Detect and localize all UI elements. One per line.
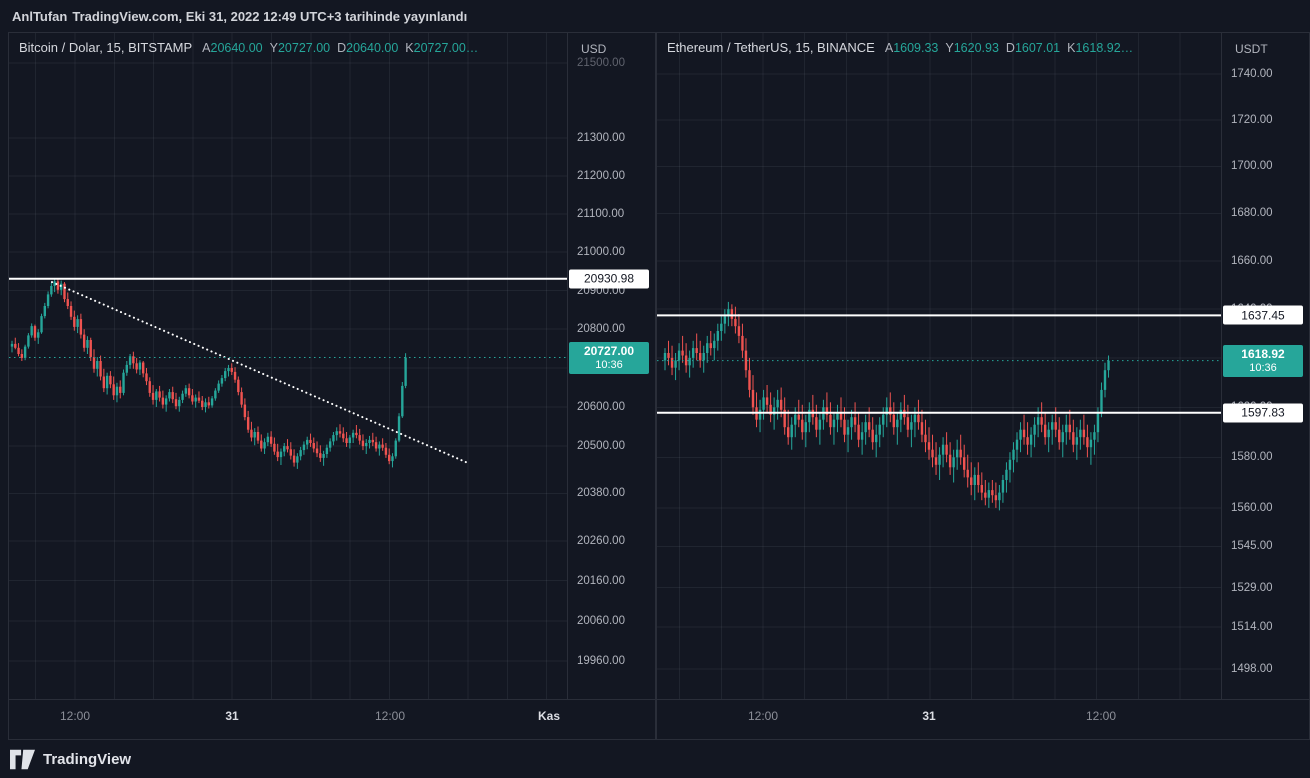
- symbol-title[interactable]: Bitcoin / Dolar, 15, BITSTAMP: [19, 40, 193, 55]
- last-price-badge: 1618.92 10:36: [1223, 344, 1303, 377]
- price-tick-label: 21300.00: [577, 132, 625, 144]
- last-price-badge: 20727.00 10:36: [569, 341, 649, 374]
- btc-candlestick-plot[interactable]: [9, 33, 567, 699]
- price-tick-label: 1700.00: [1231, 160, 1273, 173]
- eth-usdt-chart-panel: 1740.001720.001700.001680.001660.001640.…: [656, 32, 1310, 740]
- brand-text[interactable]: TradingView: [43, 750, 132, 768]
- close-label: K: [1067, 41, 1076, 55]
- bar-countdown: 10:36: [595, 358, 623, 371]
- price-tick-label: 1720.00: [1231, 113, 1273, 126]
- open-label: A: [884, 41, 894, 55]
- btc-time-axis[interactable]: 12:00 31 12:00 Kas: [9, 699, 655, 739]
- price-tick-label: 20800.00: [577, 323, 625, 336]
- hline-price-badge: 1637.45: [1223, 305, 1303, 325]
- open-value: 1609.33: [893, 41, 939, 55]
- price-tick-label: 1545.00: [1231, 540, 1273, 553]
- high-value: 20727.00: [277, 41, 331, 55]
- candles: [10, 278, 407, 469]
- price-tick-label: 20600.00: [577, 401, 625, 413]
- low-value: 20640.00: [346, 41, 399, 55]
- grid: [657, 33, 1221, 699]
- price-tick-label: 21100.00: [577, 207, 625, 220]
- ohlc-values: A1609.33 Y1620.93 D1607.01 K1618.92…: [885, 40, 1133, 55]
- last-price-value: 1618.92: [1241, 346, 1285, 361]
- price-tick-label: 20060.00: [577, 614, 625, 627]
- price-tick-label: 1740.00: [1231, 68, 1273, 80]
- price-tick-label: 1660.00: [1231, 255, 1273, 267]
- price-tick-label: 1680.00: [1231, 207, 1273, 220]
- author-name: AnlTufan: [12, 8, 68, 24]
- low-label: D: [1005, 41, 1015, 55]
- tradingview-logo[interactable]: [10, 749, 35, 770]
- axis-currency-label: USDT: [1235, 42, 1268, 56]
- low-value: 1607.01: [1014, 41, 1061, 55]
- open-label: A: [202, 41, 211, 55]
- price-tick-label: 1498.00: [1231, 663, 1273, 675]
- publish-banner: AnlTufan TradingView.com, Eki 31, 2022 1…: [0, 0, 1310, 32]
- publish-info: TradingView.com, Eki 31, 2022 12:49 UTC+…: [72, 8, 468, 24]
- time-tick-label: 12:00: [374, 709, 406, 723]
- symbol-title[interactable]: Ethereum / TetherUS, 15, BINANCE: [667, 40, 875, 55]
- time-tick-label: 12:00: [59, 709, 91, 723]
- price-tick-label: 20500.00: [577, 440, 625, 453]
- time-tick-label: Kas: [537, 709, 561, 723]
- btc-usd-chart-panel: 21500.00 21300.00 21200.00 21100.00 21000.00…: [8, 32, 656, 740]
- time-tick-label: 31: [225, 709, 239, 723]
- price-tick-label: 21500.00: [577, 56, 625, 69]
- price-tick-label: 1560.00: [1231, 501, 1273, 514]
- axis-currency-label: USD: [581, 42, 607, 56]
- open-value: 20640.00: [210, 41, 263, 55]
- ohlc-values: A20640.00 Y20727.00 D20640.00 K20727.00…: [202, 40, 478, 55]
- low-label: D: [337, 41, 347, 55]
- charts-row: 21500.00 21300.00 21200.00 21100.00 21000.00…: [8, 32, 1310, 740]
- btc-price-axis[interactable]: 21500.00 21300.00 21200.00 21100.00 21000.00…: [567, 33, 655, 699]
- eth-price-axis[interactable]: 1740.001720.001700.001680.001660.001640.…: [1221, 33, 1309, 699]
- hline-price-badge: 20930.98: [569, 269, 649, 289]
- price-tick-label: 21200.00: [577, 169, 625, 182]
- high-value: 1620.93: [953, 41, 999, 55]
- eth-candlestick-plot[interactable]: [657, 33, 1221, 699]
- close-label: K: [405, 41, 414, 55]
- price-tick-label: 1514.00: [1231, 620, 1273, 633]
- price-tick-label: 1580.00: [1231, 451, 1273, 464]
- last-price-value: 20727.00: [583, 343, 635, 358]
- grid: [9, 33, 567, 699]
- time-tick-label: 31: [922, 709, 936, 723]
- footer: TradingView: [0, 740, 1310, 778]
- price-tick-label: 20260.00: [577, 534, 625, 547]
- eth-chart-legend: Ethereum / TetherUS, 15, BINANCE A1609.3…: [667, 40, 1133, 55]
- close-value: 20727.00…: [413, 41, 479, 55]
- hline-price-badge: 1597.83: [1223, 403, 1303, 423]
- high-label: Y: [945, 41, 954, 55]
- price-tick-label: 20380.00: [577, 487, 625, 500]
- price-tick-label: 1529.00: [1231, 581, 1273, 594]
- eth-time-axis[interactable]: 12:00 31 12:00: [657, 699, 1309, 739]
- close-value: 1618.92…: [1075, 41, 1134, 55]
- time-tick-label: 12:00: [1085, 709, 1117, 723]
- btc-chart-legend: Bitcoin / Dolar, 15, BITSTAMP A20640.00 …: [19, 40, 478, 55]
- candles: [663, 301, 1110, 511]
- price-tick-label: 19960.00: [577, 655, 625, 667]
- price-tick-label: 20160.00: [577, 574, 625, 587]
- high-label: Y: [269, 41, 278, 55]
- trendline[interactable]: [51, 281, 468, 464]
- time-tick-label: 12:00: [747, 709, 779, 723]
- bar-countdown: 10:36: [1249, 361, 1277, 374]
- price-tick-label: 21000.00: [577, 246, 625, 259]
